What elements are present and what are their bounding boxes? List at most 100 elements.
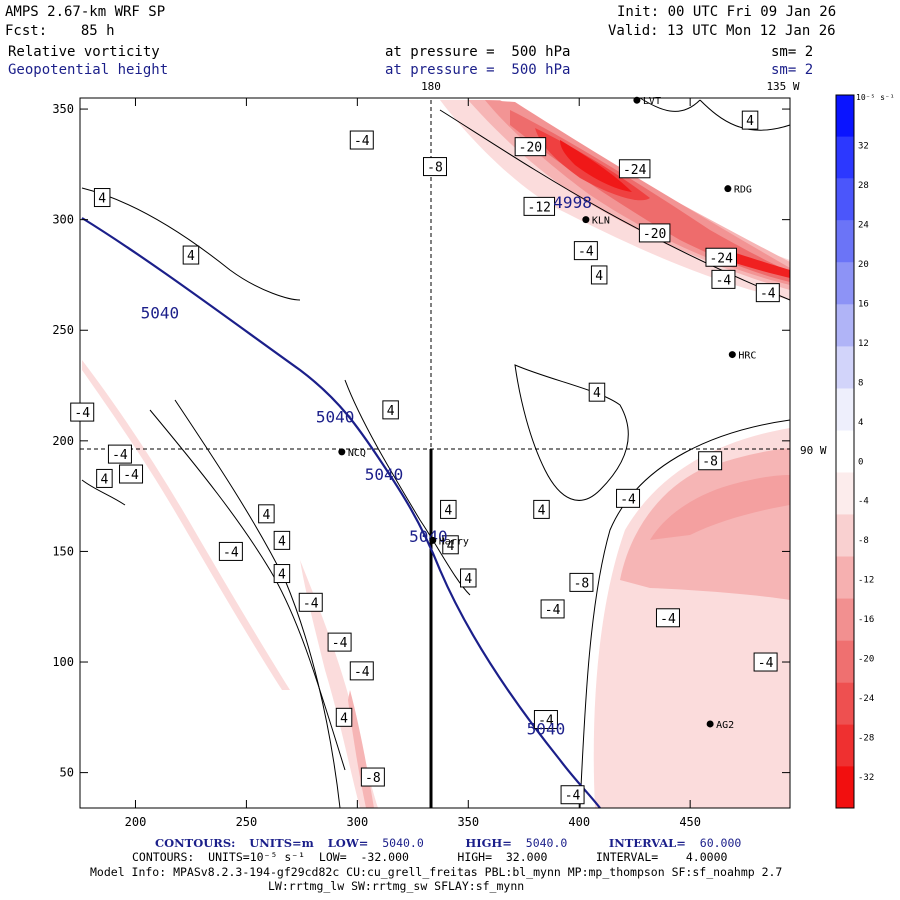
vorticity-label-box	[423, 157, 447, 177]
vorticity-label-text: -8	[427, 161, 443, 176]
vort-contour-6	[514, 364, 629, 501]
colorbar-label: -12	[858, 576, 874, 586]
y-tick-label: 200	[52, 434, 74, 448]
colorbar-label: -16	[858, 615, 874, 625]
vort-shade-ne-24	[560, 140, 632, 192]
forecast-hour: Fcst: 85 h	[5, 23, 115, 39]
colorbar-segment	[836, 766, 854, 808]
vorticity-label: 4	[588, 382, 606, 402]
colorbar-label: -20	[858, 655, 874, 665]
station-label: LVT	[643, 96, 661, 107]
vorticity-label-text: 4	[447, 539, 455, 554]
vorticity-label-box	[590, 265, 608, 285]
y-tick-label: 50	[60, 766, 74, 780]
vorticity-label-box	[70, 402, 95, 422]
vorticity-label: 4	[741, 110, 759, 130]
vorticity-label-text: 4	[278, 568, 286, 583]
field2-title: Geopotential height	[8, 62, 169, 78]
station-label: NCQ	[348, 448, 366, 459]
station-dot	[706, 720, 714, 728]
y-tick-label: 300	[52, 213, 74, 227]
vorticity-label: -4	[218, 541, 243, 561]
vorticity-label-box	[349, 130, 374, 150]
vorticity-label-box	[569, 572, 594, 592]
vorticity-label-text: 4	[595, 269, 603, 284]
vorticity-label-box	[573, 241, 598, 261]
vorticity-label-box	[298, 592, 323, 612]
station-dot	[728, 351, 736, 359]
colorbar-label: 24	[858, 220, 869, 230]
vorticity-label-box	[335, 707, 353, 727]
vort-contour-10	[639, 97, 701, 112]
vorticity-label: -24	[705, 247, 737, 267]
vorticity-label-box	[460, 568, 477, 588]
colorbar-label: 28	[858, 181, 869, 191]
vorticity-label-text: -4	[74, 406, 90, 421]
vorticity-label-box	[514, 137, 547, 157]
vorticity-label-text: -8	[702, 455, 718, 470]
vorticity-label-text: -4	[620, 492, 636, 507]
vorticity-label: -4	[119, 464, 144, 484]
footer-line4: LW:rrtmg_lw SW:rrtmg_sw SFLAY:sf_mynn	[268, 879, 525, 893]
colorbar-segment	[836, 640, 854, 683]
colorbar-label: 12	[858, 339, 869, 349]
vorticity-label-text: 4	[187, 249, 195, 264]
colorbar-label: 16	[858, 299, 869, 309]
vorticity-label-text: -4	[760, 287, 776, 302]
station-label: RDG	[734, 185, 752, 196]
vorticity-label-box	[588, 382, 606, 402]
vorticity-label-box	[327, 632, 352, 652]
colorbar-segment	[836, 95, 854, 137]
vorticity-label: -4	[711, 269, 736, 289]
vorticity-label: -4	[298, 592, 323, 612]
vorticity-label-box	[273, 530, 291, 550]
x-tick-label: 250	[236, 815, 258, 829]
vorticity-label-text: -8	[574, 576, 590, 591]
vorticity-label-text: 4	[387, 404, 395, 419]
vorticity-label-text: 4	[464, 572, 472, 587]
y-tick-label: 100	[52, 655, 74, 669]
colorbar-label: -32	[858, 773, 874, 783]
vorticity-label-box	[273, 564, 291, 584]
vorticity-label-text: 4	[262, 508, 270, 523]
vorticity-label-text: -4	[538, 714, 554, 729]
vorticity-label: -12	[523, 196, 556, 216]
vorticity-label-text: -12	[528, 200, 551, 215]
vorticity-label-text: -4	[223, 545, 239, 560]
vorticity-label-box	[218, 541, 243, 561]
vorticity-label-text: -4	[354, 665, 370, 680]
lon-label-135w: 135 W	[766, 80, 799, 93]
init-time: Init: 00 UTC Fri 09 Jan 26	[617, 4, 837, 20]
vorticity-label-text: 4	[444, 503, 452, 518]
colorbar-segment	[836, 388, 854, 431]
vorticity-label-text: -4	[112, 448, 128, 463]
vorticity-label-text: -4	[716, 273, 732, 288]
vorticity-label-text: 4	[100, 472, 108, 487]
vorticity-label-box	[638, 223, 671, 243]
vorticity-label: 4	[96, 468, 113, 488]
vorticity-label: -20	[638, 223, 671, 243]
vorticity-label-box	[711, 269, 736, 289]
colorbar-segment	[836, 262, 854, 305]
x-tick-label: 300	[347, 815, 369, 829]
height-label: 5040	[365, 465, 404, 484]
station-dot	[338, 448, 346, 456]
vorticity-label: -24	[618, 159, 651, 179]
vorticity-label-text: 4	[538, 503, 546, 518]
vorticity-label-text: -4	[332, 636, 348, 651]
colorbar-segment	[836, 220, 854, 263]
vorticity-label-text: -20	[519, 141, 542, 156]
vorticity-label: -8	[423, 157, 447, 177]
vorticity-label-text: -8	[365, 771, 381, 786]
colorbar-label: -4	[858, 497, 869, 507]
valid-time: Valid: 13 UTC Mon 12 Jan 26	[608, 23, 836, 39]
colorbar-segment	[836, 178, 854, 221]
vorticity-label-box	[258, 504, 275, 524]
field1-level: at pressure = 500 hPa	[385, 44, 571, 60]
station-label: KLN	[592, 216, 610, 227]
vorticity-label: -4	[533, 710, 558, 730]
vorticity-label-box	[107, 444, 132, 464]
vorticity-label-box	[618, 159, 651, 179]
height-label: 5040	[141, 304, 180, 323]
vorticity-label-box	[705, 247, 737, 267]
